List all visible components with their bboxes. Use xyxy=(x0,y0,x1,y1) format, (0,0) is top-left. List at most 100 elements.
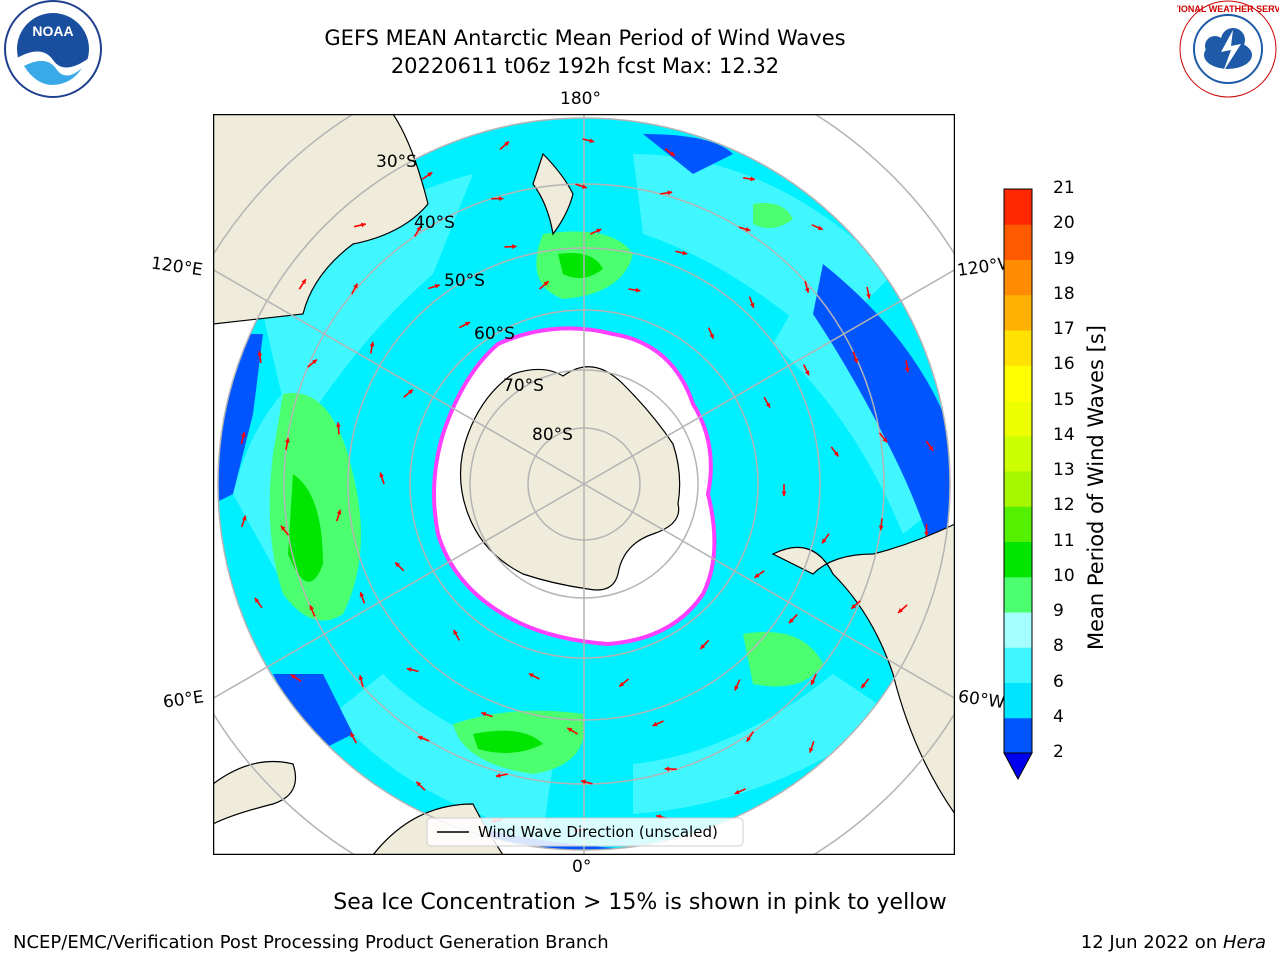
wave-direction-arrowhead xyxy=(928,445,934,451)
sea-ice-note: Sea Ice Concentration > 15% is shown in … xyxy=(333,890,947,915)
wave-direction-arrowhead xyxy=(504,141,510,147)
wave-direction-arrowhead xyxy=(664,766,670,772)
wave-direction-arrowhead xyxy=(709,333,714,339)
colorbar-segment xyxy=(1004,224,1032,260)
wave-direction-arrowhead xyxy=(416,781,422,787)
svg-text:NATIONAL WEATHER SERVICE: NATIONAL WEATHER SERVICE xyxy=(1177,4,1279,14)
colorbar-segment xyxy=(1004,717,1032,754)
wave-direction-arrowhead xyxy=(359,592,365,598)
lat-label-60s: 60°S xyxy=(474,324,515,344)
wave-direction-arrowhead xyxy=(464,322,470,327)
colorbar-tick-label: 9 xyxy=(1053,601,1064,621)
wave-direction-arrowhead xyxy=(804,287,810,293)
lat-label-80s: 80°S xyxy=(532,425,573,445)
new-zealand-land xyxy=(532,152,574,236)
colorbar-tick-label: 19 xyxy=(1053,248,1075,269)
wave-direction-arrowhead xyxy=(822,538,827,544)
polar-map: Wind Wave Direction (unscaled) xyxy=(213,114,955,855)
wave-direction-arrowhead xyxy=(498,196,504,202)
noaa-logo: NOAA xyxy=(4,0,102,98)
wave-direction-arrowhead xyxy=(745,227,751,232)
colorbar-segment xyxy=(1004,647,1032,683)
lat-label-30s: 30°S xyxy=(376,152,417,172)
map-subtitle: 20220611 t06z 192h fcst Max: 12.32 xyxy=(390,54,780,78)
lon-label-60e: 60°E xyxy=(161,687,206,713)
madagascar-land xyxy=(213,760,297,825)
wave-direction-arrowhead xyxy=(853,358,858,364)
colorbar-segment xyxy=(1004,259,1032,296)
wave-direction-arrowhead xyxy=(581,184,587,189)
wave-direction-arrowhead xyxy=(861,683,866,689)
colorbar-tick-label: 11 xyxy=(1053,530,1075,551)
wave-direction-arrowhead xyxy=(427,172,433,177)
lon-label-180: 180° xyxy=(560,89,601,109)
wave-direction-arrowhead xyxy=(580,779,586,785)
colorbar-segment xyxy=(1004,400,1032,437)
wave-direction-arrowhead xyxy=(851,604,857,609)
colorbar-tick-label: 4 xyxy=(1053,706,1064,727)
wave-direction-arrowhead xyxy=(878,525,884,531)
lat-label-40s: 40°S xyxy=(414,213,455,233)
wave-direction-arrowhead xyxy=(358,675,364,681)
wave-direction-arrowhead xyxy=(350,732,355,738)
wave-direction-arrowhead xyxy=(416,226,421,232)
wave-direction-arrowhead xyxy=(809,747,814,753)
wave-direction-arrowhead xyxy=(254,597,260,603)
wave-direction-arrowhead xyxy=(417,735,423,741)
wave-direction-arrowhead xyxy=(285,437,290,443)
wave-direction-arrowhead xyxy=(361,222,366,228)
south-america-land xyxy=(771,523,955,816)
footer-date: 12 Jun 2022 on Hera xyxy=(1080,932,1266,953)
lat-label-70s: 70°S xyxy=(503,376,544,396)
wave-direction-arrowhead xyxy=(280,525,286,531)
wave-direction-arrowhead xyxy=(301,279,306,285)
colorbar-segment xyxy=(1004,330,1032,366)
colorbar-tick-label: 8 xyxy=(1053,636,1064,657)
lat-label-50s: 50°S xyxy=(444,271,485,291)
wave-direction-arrowhead xyxy=(434,283,440,289)
wave-direction-arrowhead xyxy=(290,674,296,680)
wave-direction-arrowhead xyxy=(749,302,755,308)
colorbar-tick-label: 13 xyxy=(1053,460,1075,480)
wave-direction-arrowhead xyxy=(353,283,358,289)
colorbar-tick-label: 18 xyxy=(1053,283,1075,304)
colorbar-segment xyxy=(1004,189,1032,225)
legend-box: Wind Wave Direction (unscaled) xyxy=(426,817,744,847)
lon-label-0: 0° xyxy=(572,857,592,877)
wave-direction-arrowhead xyxy=(635,287,641,293)
colorbar-tick-label: 10 xyxy=(1053,565,1075,586)
footer-branch: NCEP/EMC/Verification Post Processing Pr… xyxy=(13,932,609,953)
antarctica-land xyxy=(459,366,681,591)
wave-direction-arrowhead xyxy=(528,673,534,678)
svg-text:NOAA: NOAA xyxy=(32,23,73,39)
colorbar-segment xyxy=(1004,682,1032,719)
colorbar-segment xyxy=(1004,435,1032,472)
colorbar-tick-label: 2 xyxy=(1053,742,1064,762)
colorbar-tick-label: 16 xyxy=(1053,354,1075,375)
wave-direction-arrowhead xyxy=(667,190,673,196)
wave-direction-arrowhead xyxy=(765,402,770,408)
wave-direction-arrowhead xyxy=(369,341,375,347)
wave-direction-arrowhead xyxy=(453,629,458,635)
wave-direction-arrowhead xyxy=(734,789,740,795)
wind-wave-arrows xyxy=(240,138,934,833)
colorbar-label: Mean Period of Wind Waves [s] xyxy=(1084,325,1108,650)
wave-direction-arrowhead xyxy=(567,727,573,733)
legend-label: Wind Wave Direction (unscaled) xyxy=(478,823,718,841)
wave-direction-arrowhead xyxy=(406,667,412,672)
colorbar-underflow-triangle xyxy=(1003,752,1033,781)
wave-direction-arrowhead xyxy=(898,608,903,613)
colorbar-tick-label: 20 xyxy=(1053,213,1075,234)
wave-direction-arrowhead xyxy=(619,681,625,687)
wave-direction-arrowhead xyxy=(750,176,755,182)
wave-direction-arrowhead xyxy=(495,773,501,778)
wave-direction-arrowhead xyxy=(241,515,247,521)
wave-direction-arrowhead xyxy=(866,293,871,299)
wave-direction-arrowhead xyxy=(309,605,314,611)
lon-label-60w: 60°W xyxy=(956,686,1007,714)
graticule xyxy=(213,114,955,855)
wave-direction-arrowhead xyxy=(746,736,752,742)
wave-direction-arrowhead xyxy=(904,367,910,373)
wave-direction-arrowhead xyxy=(312,359,317,365)
wave-direction-arrowhead xyxy=(788,618,794,624)
